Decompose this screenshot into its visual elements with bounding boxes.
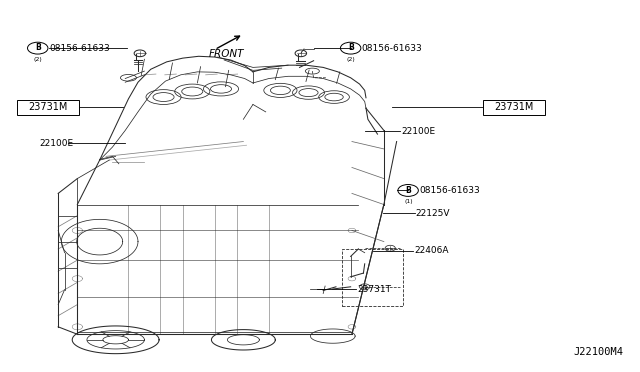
Text: (2): (2) xyxy=(34,57,43,62)
Text: 08156-61633: 08156-61633 xyxy=(362,44,422,52)
Text: 22100E: 22100E xyxy=(39,139,73,148)
Text: B: B xyxy=(405,186,411,195)
FancyBboxPatch shape xyxy=(483,100,545,115)
Text: B: B xyxy=(348,43,353,52)
Text: 23731T: 23731T xyxy=(357,285,391,294)
Text: 22100E: 22100E xyxy=(402,126,436,136)
FancyBboxPatch shape xyxy=(17,100,79,115)
Text: 22125V: 22125V xyxy=(416,209,451,218)
Text: J22100M4: J22100M4 xyxy=(573,347,623,357)
Text: (1): (1) xyxy=(404,199,413,204)
Text: B: B xyxy=(35,43,40,52)
Text: 08156-61633: 08156-61633 xyxy=(420,186,481,195)
Text: 08156-61633: 08156-61633 xyxy=(50,44,111,52)
Text: 23731M: 23731M xyxy=(495,102,534,112)
Text: FRONT: FRONT xyxy=(208,49,244,59)
Text: 23731M: 23731M xyxy=(28,102,68,112)
Text: (2): (2) xyxy=(347,57,356,62)
Text: 22406A: 22406A xyxy=(415,246,449,255)
